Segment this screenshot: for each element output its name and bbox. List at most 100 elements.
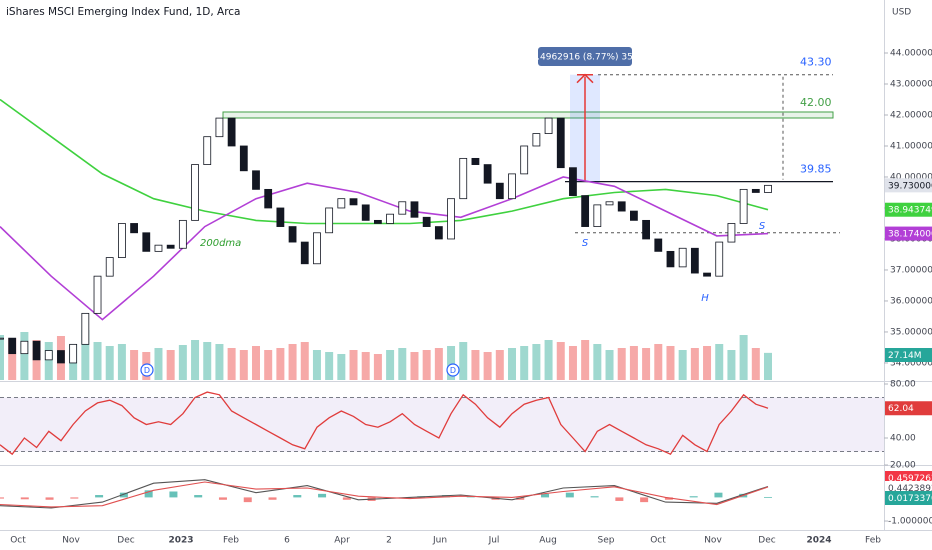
candle xyxy=(678,247,687,268)
last-value-box xyxy=(885,202,932,217)
y-tick-label: 40.00 xyxy=(890,434,916,444)
candle xyxy=(264,188,273,209)
candle xyxy=(617,201,626,212)
candle xyxy=(57,350,65,364)
candle xyxy=(313,232,321,265)
volume-bar xyxy=(495,350,504,380)
volume-bar xyxy=(751,348,760,380)
volume-bar xyxy=(239,350,248,380)
volume-bar xyxy=(422,350,431,380)
candle xyxy=(349,198,358,206)
volume-bar xyxy=(312,350,321,380)
volume-bar xyxy=(203,342,212,380)
candle xyxy=(508,173,516,200)
candle xyxy=(727,223,736,243)
macd-histogram-bar xyxy=(516,497,525,500)
volume-bar xyxy=(264,350,273,380)
last-value-label: 27.14M xyxy=(888,351,922,361)
volume-bar xyxy=(764,352,772,380)
macd-histogram-bar xyxy=(342,497,351,500)
macd-histogram-bar xyxy=(119,492,128,498)
y-tick-label: 44.0000000 xyxy=(890,49,932,59)
volume-bar xyxy=(727,350,736,380)
volume-bar xyxy=(690,348,699,380)
volume-bar xyxy=(154,348,163,380)
volume-bar xyxy=(471,350,480,380)
x-tick-label: Dec xyxy=(758,536,775,546)
last-value-box xyxy=(885,226,932,241)
candle xyxy=(8,337,17,355)
candle xyxy=(93,275,102,314)
candle xyxy=(191,164,199,221)
volume-bar xyxy=(44,342,53,380)
macd-histogram-bar xyxy=(243,497,252,503)
volume-bar xyxy=(337,354,346,380)
candle xyxy=(483,164,492,184)
volume-bar xyxy=(508,348,516,380)
macd-histogram-bar xyxy=(615,497,624,501)
candle xyxy=(751,188,760,193)
candle xyxy=(556,117,565,169)
volume-bar xyxy=(629,346,638,380)
y-tick-label: -1.0000000 xyxy=(888,517,932,527)
candle xyxy=(703,272,711,277)
volume-bar xyxy=(0,335,4,380)
volume-bar xyxy=(703,346,712,380)
candle xyxy=(447,198,455,240)
y-tick-label: 42.0000000 xyxy=(890,110,932,120)
macd-histogram-bar xyxy=(169,491,178,498)
volume-bar xyxy=(605,350,614,380)
currency: USD xyxy=(892,8,911,18)
last-value-box xyxy=(885,491,932,505)
y-tick-label: 80.00 xyxy=(890,379,916,389)
volume-bar xyxy=(739,335,748,380)
macd-histogram-bar xyxy=(565,492,574,498)
volume-bar xyxy=(410,352,419,380)
volume-bar xyxy=(300,342,309,380)
last-value-label: 0.4423892 xyxy=(888,484,932,494)
candle xyxy=(654,238,663,252)
candle xyxy=(44,350,53,361)
x-tick-label: Feb xyxy=(223,536,239,546)
level-band xyxy=(222,111,834,119)
last-value-label: 38.9437498 xyxy=(888,206,932,216)
pattern-label: H xyxy=(701,293,709,304)
macd-histogram-bar xyxy=(640,497,649,503)
last-value-label: 39.7300000 xyxy=(888,181,932,191)
candle xyxy=(532,133,541,147)
candle xyxy=(386,213,394,224)
volume-bar xyxy=(434,348,443,380)
volume-bar xyxy=(191,340,200,380)
candle xyxy=(581,195,590,227)
candle xyxy=(593,204,602,227)
candle xyxy=(118,223,126,258)
macd-histogram-bar xyxy=(689,496,698,498)
x-tick-label: Sep xyxy=(598,536,615,546)
candle xyxy=(32,340,41,361)
y-tick-label: 20.00 xyxy=(890,461,916,471)
volume-bar xyxy=(227,348,236,380)
candle xyxy=(215,117,224,138)
candle xyxy=(203,136,212,165)
volume-bar xyxy=(325,352,334,380)
x-tick-label: Oct xyxy=(10,536,26,546)
volume-bar xyxy=(166,350,175,380)
candle xyxy=(166,244,175,249)
macd-histogram-bar xyxy=(764,496,772,498)
measure-label: 3.4962916 (8.77%) 350 xyxy=(531,53,638,63)
macd-histogram-bar xyxy=(664,497,673,500)
y-tick-label: 41.0000000 xyxy=(890,141,932,151)
y-tick-label: 34.0000000 xyxy=(890,358,932,368)
x-tick-label: 2024 xyxy=(806,536,831,546)
x-tick-label: Feb xyxy=(865,536,881,546)
x-tick-label: 2 xyxy=(386,536,392,546)
volume-bar xyxy=(520,346,529,380)
volume-bar xyxy=(483,352,492,380)
rsi-line xyxy=(0,391,769,456)
volume-bar xyxy=(130,350,139,380)
dividend-label: D xyxy=(450,366,456,375)
candle xyxy=(239,145,248,172)
x-tick-label: Oct xyxy=(650,536,666,546)
candle xyxy=(69,343,78,364)
